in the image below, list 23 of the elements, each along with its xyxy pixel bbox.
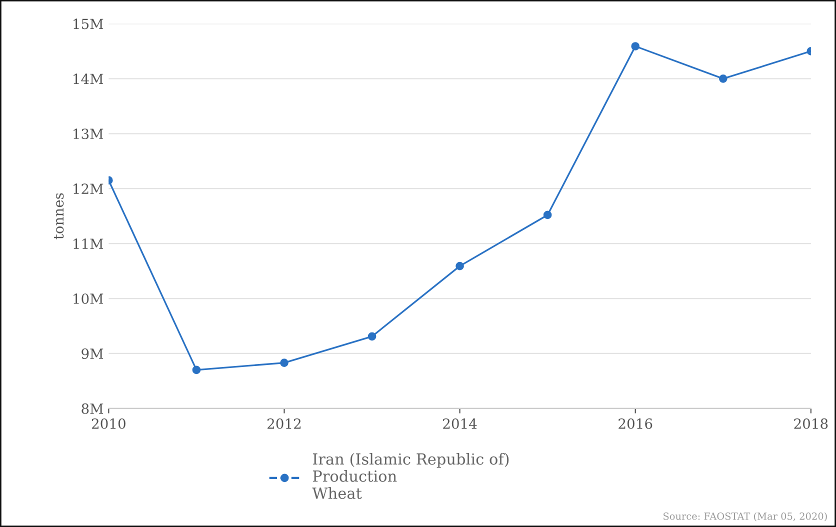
y-tick-label: 12M [74,184,104,194]
y-axis-title: tonnes [54,193,64,240]
x-tick-label: 2016 [618,418,652,429]
y-tick-label: 14M [74,74,104,84]
point [280,358,288,367]
point [631,42,640,50]
legend-label: Iran (Islamic Republic of) Production Wheat [312,452,509,499]
point [368,332,376,341]
y-tick-label: 11M [74,238,104,249]
y-tick-label: 10M [74,293,104,304]
y-tick-label: 13M [74,128,104,140]
point [718,74,728,83]
source-note: Source: FAOSTAT (Mar 05, 2020) [664,512,827,522]
point [192,366,201,374]
y-tick-label: 9M [82,348,104,359]
x-tick-label: 2010 [92,418,126,429]
y-tick-label: 8M [82,403,104,414]
point [543,210,552,220]
x-tick-label: 2018 [794,418,828,429]
point [456,262,464,270]
x-tick-label: 2012 [268,418,301,429]
x-tick-label: 2014 [443,418,477,429]
y-tick-label: 15M [74,18,104,30]
